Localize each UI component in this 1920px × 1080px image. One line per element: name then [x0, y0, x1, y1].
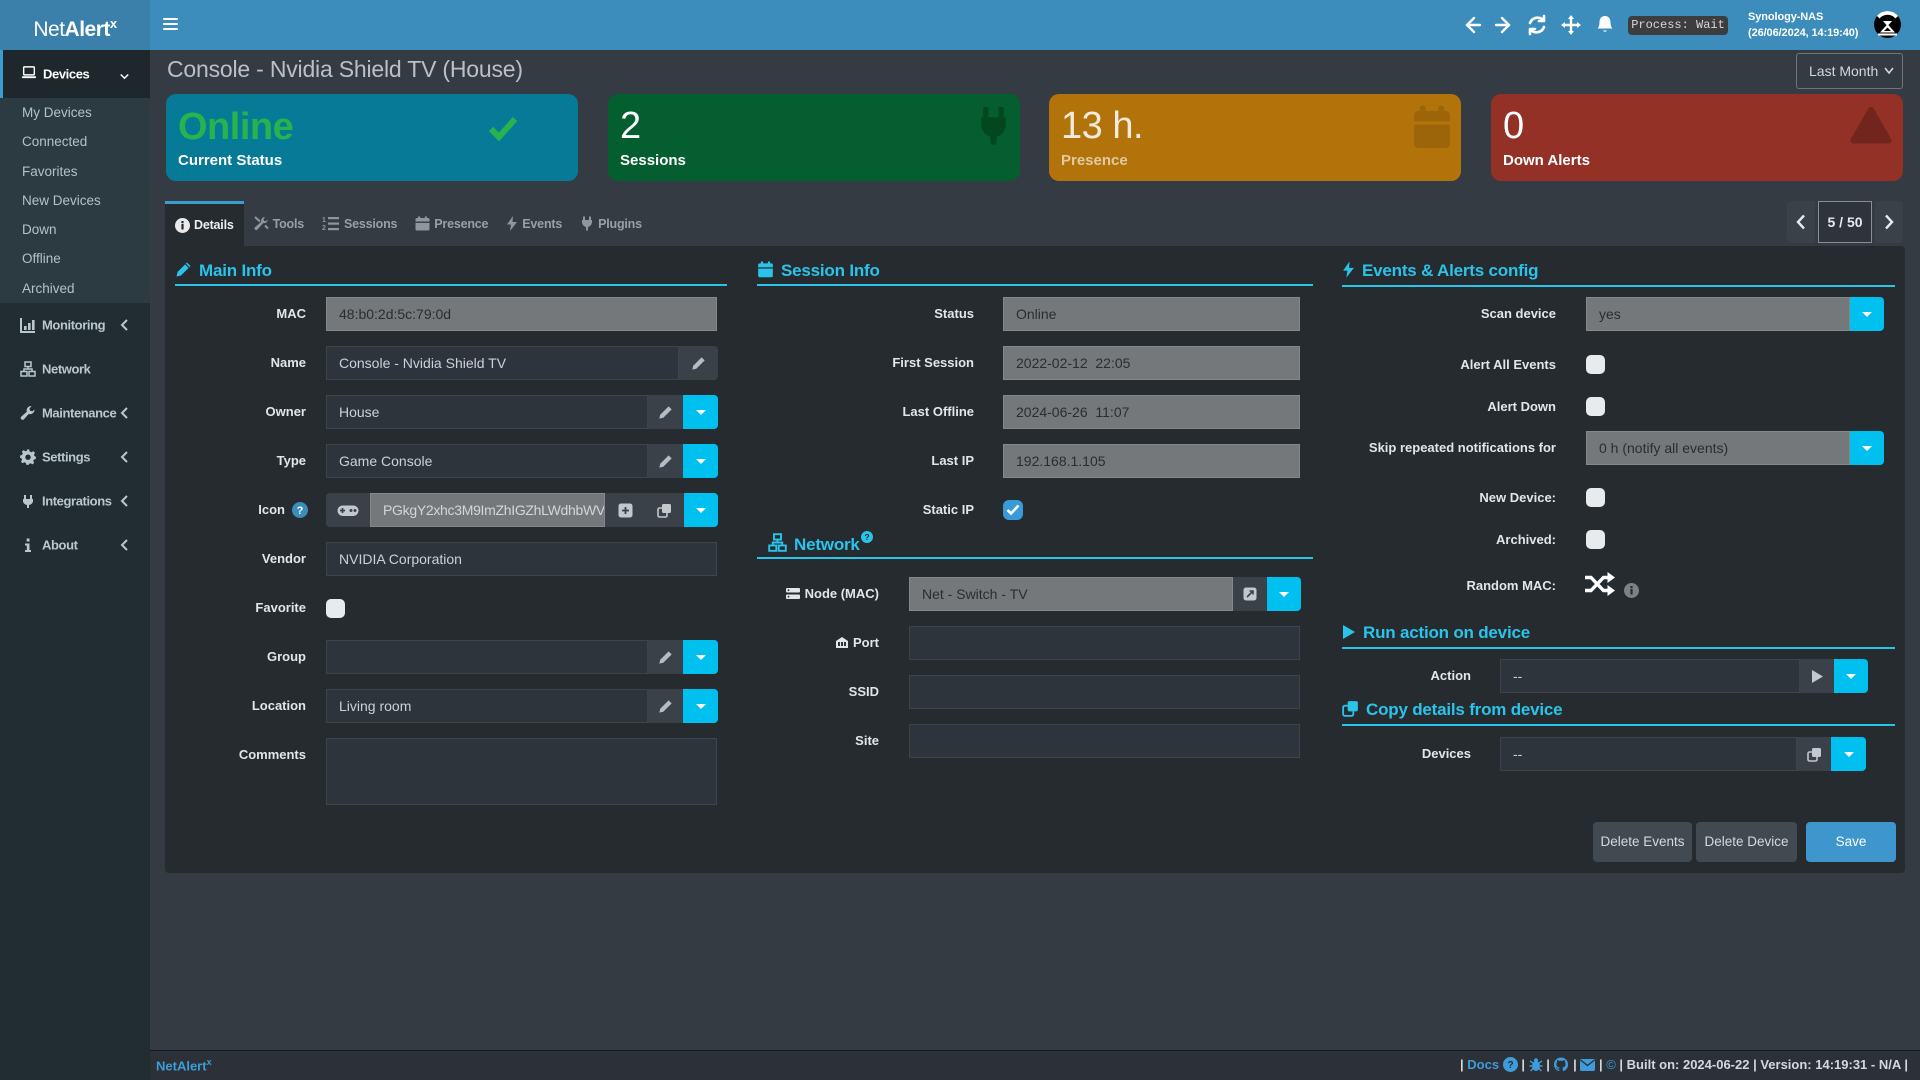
svg-text:2: 2 [322, 225, 326, 231]
svg-text:1: 1 [322, 217, 326, 224]
svg-text:?: ? [297, 505, 304, 517]
svg-text:?: ? [1507, 1060, 1513, 1071]
svg-text:?: ? [864, 532, 869, 542]
